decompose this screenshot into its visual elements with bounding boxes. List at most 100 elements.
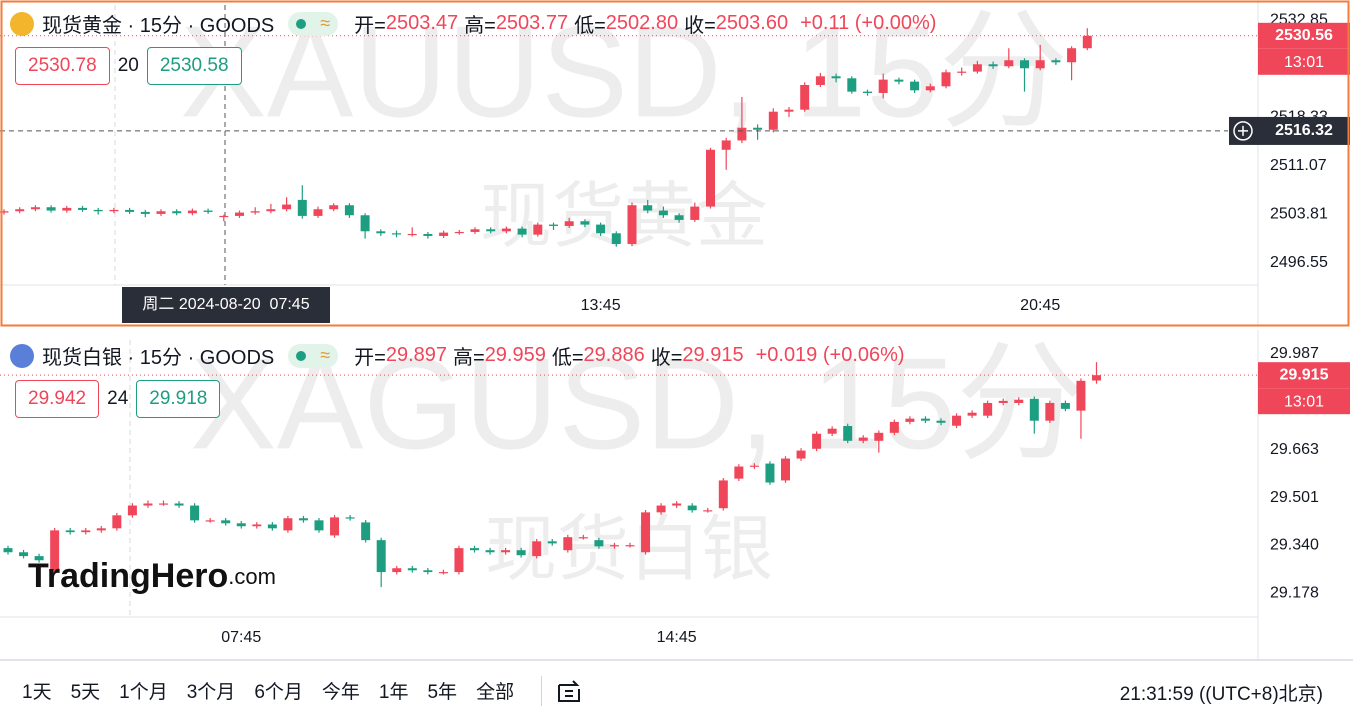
- sell-price[interactable]: 2530.78: [15, 47, 110, 85]
- candle-body: [580, 221, 590, 225]
- candle-body: [658, 210, 668, 216]
- candle-body: [547, 541, 557, 544]
- candle-body: [1020, 60, 1029, 69]
- candle-body: [703, 510, 713, 512]
- candle-body: [314, 520, 324, 531]
- candle-body: [920, 418, 930, 421]
- candle-body: [156, 211, 166, 214]
- candle-body: [687, 505, 697, 511]
- candle-body: [641, 512, 651, 553]
- ohlc-label: 高=: [453, 347, 485, 369]
- candle-body: [516, 550, 526, 556]
- candle-body: [329, 205, 339, 210]
- candle-body: [407, 568, 417, 571]
- candle-body: [501, 228, 511, 232]
- candle-body: [140, 211, 150, 214]
- range-button[interactable]: 3个月: [186, 682, 236, 703]
- candle-body: [941, 72, 951, 87]
- candle-body: [174, 503, 184, 506]
- candle-body: [706, 149, 715, 207]
- candle-body: [267, 524, 277, 529]
- change-value: +0.11 (+0.00%): [800, 12, 937, 34]
- range-button[interactable]: 全部: [476, 682, 515, 703]
- candle-body: [972, 64, 982, 72]
- last-price-tag: [1258, 22, 1350, 49]
- candle-body: [360, 215, 370, 232]
- candle-body: [1004, 60, 1014, 67]
- candle-body: [34, 556, 44, 561]
- candle-body: [62, 207, 72, 211]
- candle-body: [831, 76, 841, 79]
- countdown-tag: [1258, 388, 1350, 415]
- background: [0, 0, 1353, 660]
- candle-body: [30, 207, 40, 210]
- candle-body: [1029, 398, 1039, 421]
- candle-body: [65, 530, 75, 533]
- chart-area: XAUUSD, 15分现货黄金2496.552503.812511.072518…: [0, 0, 1353, 660]
- add-alert-icon[interactable]: [1233, 121, 1253, 141]
- candle-body: [874, 432, 884, 441]
- candle-body: [643, 205, 653, 211]
- range-button[interactable]: 1个月: [119, 682, 168, 703]
- candle-body: [376, 540, 386, 573]
- market-status[interactable]: ≈: [288, 343, 339, 368]
- candle-body: [625, 545, 635, 547]
- range-button[interactable]: 今年: [321, 682, 360, 703]
- candle-body: [983, 402, 993, 416]
- ohlc-label: 高=: [464, 15, 496, 37]
- market-status[interactable]: ≈: [288, 11, 339, 36]
- candle-body: [910, 81, 920, 91]
- candle-body: [423, 570, 433, 573]
- ohlc-value: 29.915: [682, 344, 744, 366]
- x-tick-label: 14:45: [657, 629, 697, 646]
- candle-body: [143, 503, 153, 506]
- candle-body: [549, 224, 558, 226]
- candle-body: [109, 209, 119, 212]
- ohlc-label: 开=: [354, 15, 386, 37]
- candle-body: [485, 550, 495, 553]
- status-dot: [296, 350, 307, 361]
- candle-body: [345, 517, 355, 519]
- candle-body: [957, 71, 967, 73]
- buy-price[interactable]: 2530.58: [146, 47, 242, 85]
- candle-body: [236, 523, 246, 527]
- candle-body: [952, 415, 962, 426]
- ohlc-label: 收=: [684, 15, 716, 37]
- candle-body: [470, 229, 480, 232]
- range-button[interactable]: 6个月: [254, 682, 303, 703]
- candle-body: [925, 86, 935, 91]
- range-button[interactable]: 1天: [22, 682, 52, 703]
- trade-row: 2530.78 20 2530.58: [15, 47, 242, 85]
- candle-body: [998, 400, 1008, 403]
- candle-body: [1035, 60, 1045, 69]
- symbol-title: 现货白银 · 15分 · GOODS: [42, 347, 275, 369]
- candle-body: [78, 207, 87, 210]
- candle-body: [3, 548, 13, 553]
- candle-body: [1051, 60, 1061, 63]
- candle-body: [843, 426, 853, 441]
- buy-price[interactable]: 29.918: [136, 380, 221, 418]
- sell-price[interactable]: 29.942: [15, 380, 100, 418]
- range-button[interactable]: 1年: [378, 682, 409, 703]
- candle-body: [847, 78, 857, 92]
- ohlc-label: 收=: [650, 347, 683, 369]
- candle-body: [439, 232, 449, 236]
- range-button[interactable]: 5年: [427, 682, 458, 703]
- candle-body: [19, 552, 29, 557]
- candle-body: [205, 520, 215, 522]
- candle-body: [768, 111, 778, 130]
- candle-body: [486, 229, 496, 232]
- countdown-label: 13:01: [1284, 54, 1324, 71]
- logo-domain: .com: [228, 564, 276, 589]
- trade-row: 29.942 24 29.918: [15, 380, 221, 418]
- ohlc-label: 低=: [551, 347, 584, 369]
- y-tick-label: 29.987: [1270, 345, 1319, 362]
- candle-body: [266, 209, 276, 212]
- logo-main: TradingHero: [28, 557, 228, 595]
- range-button[interactable]: 5天: [70, 682, 101, 703]
- replay-icon[interactable]: [554, 676, 584, 706]
- candle-body: [656, 505, 666, 513]
- candle-body: [454, 231, 464, 234]
- watermark-name: 现货白银: [485, 510, 773, 590]
